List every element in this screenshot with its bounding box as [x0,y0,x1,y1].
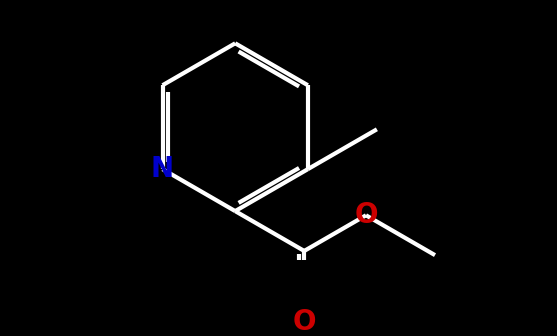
Text: O: O [292,308,316,336]
Text: N: N [151,155,174,183]
Text: O: O [354,201,378,229]
